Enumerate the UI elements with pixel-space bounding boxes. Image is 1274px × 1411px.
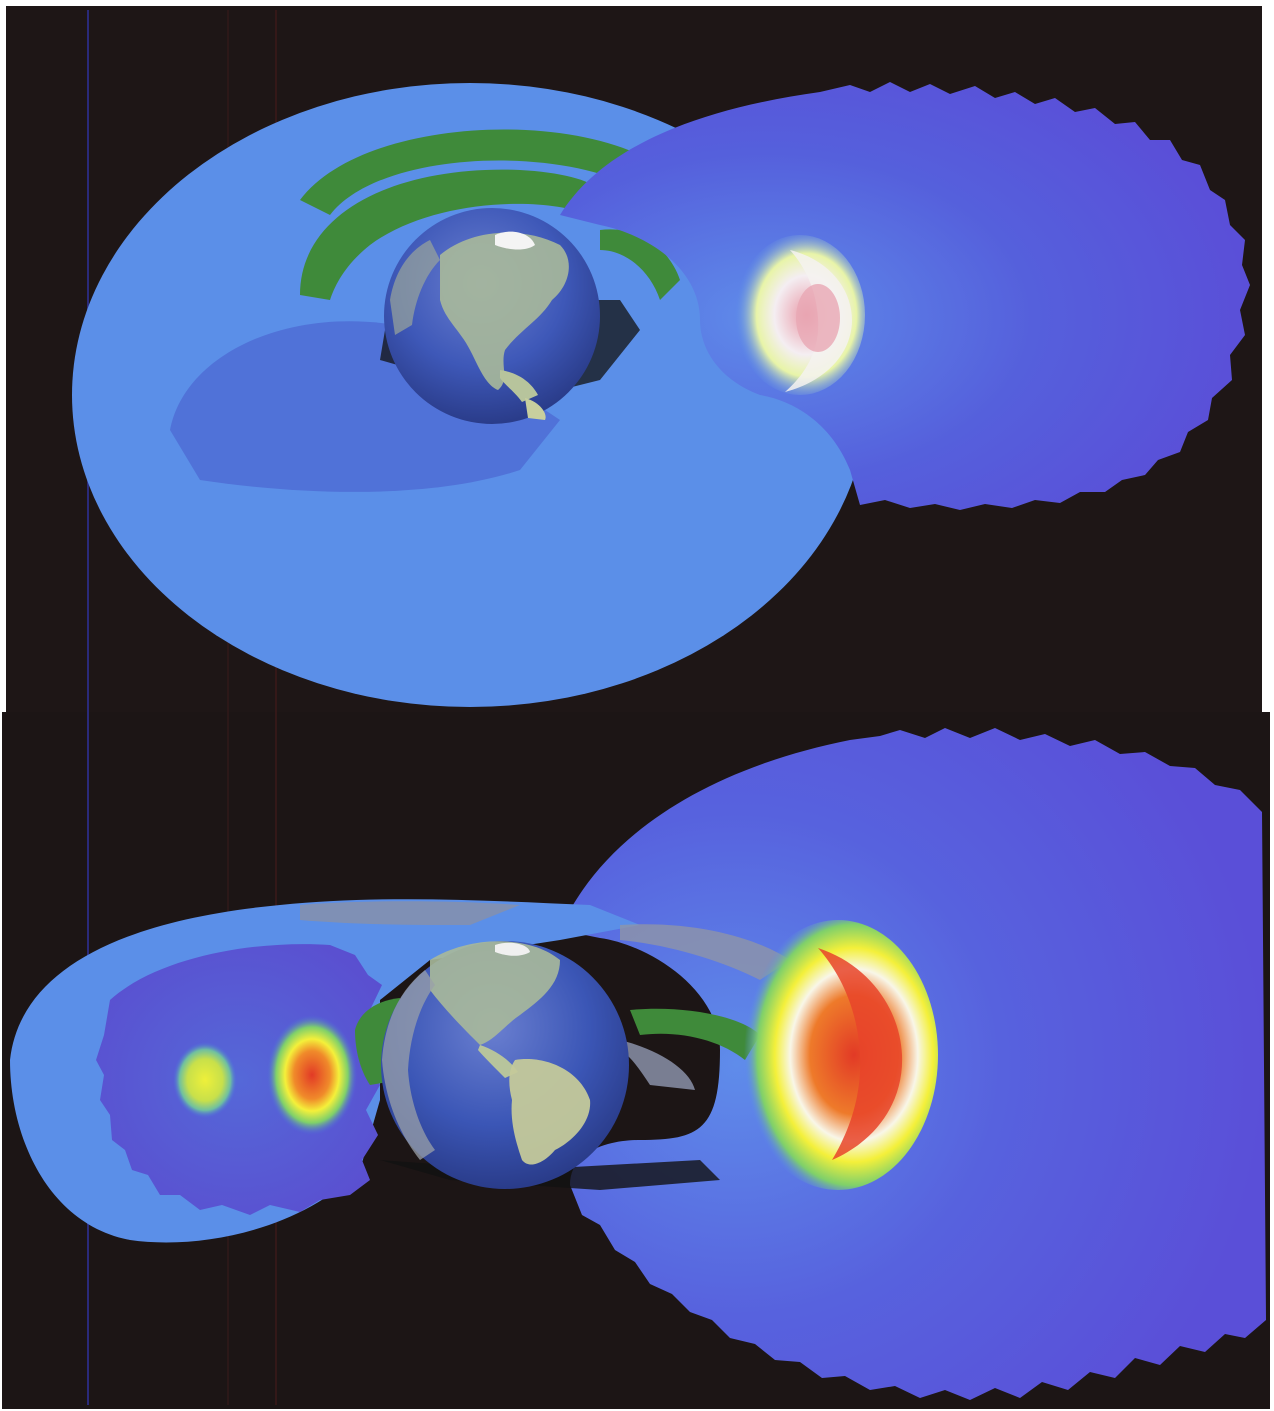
hot-spot-red: [267, 1015, 357, 1135]
green-ring-right: [600, 229, 680, 300]
top-view: [72, 82, 1250, 707]
hot-crescent-core: [818, 948, 903, 1160]
land-south-america: [509, 1059, 591, 1165]
shell-gray-patch-right: [620, 924, 790, 980]
hot-core: [796, 284, 840, 352]
land-central-america: [478, 1045, 518, 1078]
hot-spot-yellow: [173, 1042, 237, 1118]
bottom-view: [10, 728, 1266, 1400]
land-greenland: [495, 231, 535, 250]
magnetotail: [560, 82, 1250, 510]
shell-gray-right: [620, 1040, 695, 1090]
radiation-glow: [738, 920, 938, 1190]
green-ring-inner: [300, 169, 600, 300]
land-north-america: [440, 232, 569, 390]
land-south-tip: [525, 398, 546, 420]
land-central-america: [500, 370, 538, 402]
green-ring-right: [630, 1008, 760, 1060]
green-ring-outer: [300, 129, 650, 215]
land-greenland: [495, 942, 530, 956]
earth-globe: [384, 208, 600, 424]
land-edge: [390, 240, 440, 335]
land-north-america: [430, 941, 560, 1045]
earth-globe: [381, 941, 629, 1189]
land-edge: [382, 970, 435, 1160]
inner-lobe: [96, 944, 382, 1215]
shell-gray-patch: [300, 901, 520, 925]
